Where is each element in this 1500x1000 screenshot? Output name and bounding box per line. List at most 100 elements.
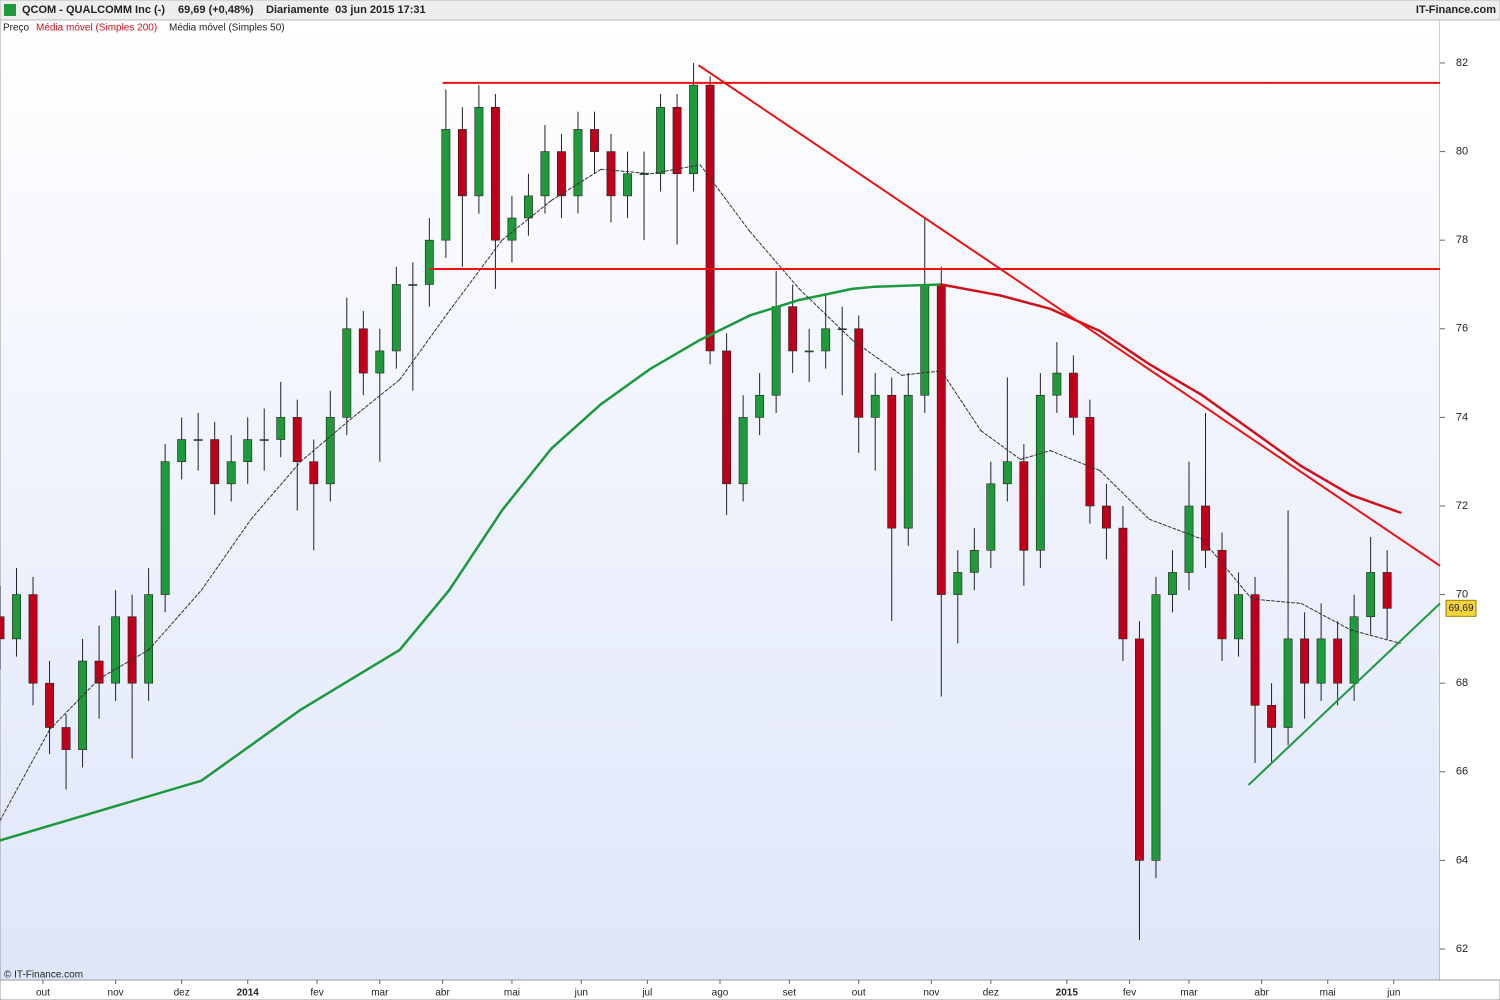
y-tick-label: 76 [1456, 323, 1468, 335]
moving-average [850, 285, 877, 291]
candle-body [177, 439, 187, 462]
moving-average [0, 729, 51, 822]
x-tick-label: fev [1123, 988, 1136, 999]
moving-average [980, 430, 1022, 460]
candle-body [1267, 705, 1276, 728]
moving-average [98, 649, 150, 680]
candle-body [1002, 461, 1012, 485]
moving-average [49, 678, 100, 731]
candle-body [953, 572, 963, 595]
candle-body [12, 594, 21, 640]
moving-average [349, 379, 401, 421]
candle-body [160, 461, 170, 595]
candle-body [623, 173, 632, 197]
candle-body [557, 151, 566, 197]
candle-body [804, 350, 814, 353]
moving-average [1148, 362, 1204, 397]
candle-body [1019, 461, 1029, 551]
candle-body [1366, 572, 1376, 618]
candle-body [903, 394, 913, 529]
candle-body [606, 151, 616, 197]
x-tick-label: mar [1180, 988, 1198, 999]
candle-body [1052, 372, 1062, 396]
x-tick-label: mai [1320, 988, 1336, 999]
y-axis-area [1440, 20, 1500, 980]
moving-average [940, 283, 1002, 297]
candle-body [391, 284, 401, 352]
candle-body [1349, 616, 1359, 684]
x-tick-label: fev [310, 988, 323, 999]
candle-body [259, 439, 269, 441]
y-tick-label: 66 [1456, 766, 1468, 778]
x-tick-label: dez [174, 988, 190, 999]
candle-body [424, 239, 434, 285]
candle-body [755, 394, 765, 418]
candle-body [837, 328, 847, 331]
candle-body [408, 284, 418, 286]
candle-body [854, 328, 864, 418]
candle-body [1217, 549, 1227, 640]
trendline [1247, 602, 1441, 786]
candle-body [1201, 505, 1210, 551]
candle-body [1283, 638, 1293, 728]
candle-body [193, 439, 203, 441]
moving-average [300, 419, 351, 463]
candle-body [771, 306, 781, 396]
x-tick-label: ago [712, 988, 729, 999]
y-tick-label: 82 [1456, 57, 1468, 69]
candle-body [111, 616, 121, 684]
candle-body [1101, 505, 1111, 529]
x-tick-label: jul [641, 988, 652, 999]
brand: IT-Finance.com [1416, 4, 1496, 16]
candle-body [358, 328, 368, 374]
candle-body [210, 439, 220, 485]
moving-average [500, 447, 553, 512]
icon [4, 4, 16, 16]
y-tick-label: 68 [1456, 677, 1468, 689]
moving-average [699, 164, 751, 232]
x-tick-label: nov [108, 988, 124, 999]
moving-average [599, 367, 652, 406]
candle-body [936, 284, 946, 595]
candle-body [276, 417, 286, 440]
moving-average [501, 199, 553, 241]
last-price-box [1445, 599, 1477, 617]
candle-body [292, 417, 302, 462]
candle-body [540, 151, 550, 197]
candle-body [507, 217, 517, 241]
moving-average [600, 168, 652, 175]
moving-average [851, 339, 903, 376]
candle-body [1118, 527, 1128, 640]
moving-average [940, 370, 982, 432]
moving-average [748, 298, 801, 317]
x-axis-area [0, 979, 1500, 1000]
moving-average [1300, 464, 1353, 497]
x-tick-label: jun [574, 988, 588, 999]
moving-average [1098, 329, 1151, 366]
x-tick-label: out [36, 988, 50, 999]
y-tick-label: 62 [1456, 943, 1468, 955]
moving-average [749, 230, 800, 290]
x-tick-label: mar [371, 988, 389, 999]
moving-average [250, 461, 302, 520]
y-tick-label: 70 [1456, 588, 1468, 600]
candle-body [1382, 572, 1392, 609]
plot-area [0, 19, 1441, 981]
candle-body [788, 306, 798, 352]
trendline [697, 64, 1441, 567]
candle-body [1068, 372, 1078, 418]
candle-body [309, 461, 319, 485]
moving-average [1200, 393, 1253, 432]
moving-average [1349, 493, 1402, 514]
candle-body [639, 173, 649, 176]
candle-body [986, 483, 996, 551]
x-tick-label: set [783, 988, 797, 999]
moving-average [448, 239, 503, 312]
moving-average [1099, 470, 1150, 520]
y-tick-label: 74 [1456, 411, 1468, 423]
candle-body [243, 439, 253, 462]
y-tick-label: 80 [1456, 145, 1468, 157]
moving-average [550, 402, 603, 450]
moving-average [1250, 429, 1303, 468]
candle-body [45, 682, 54, 728]
